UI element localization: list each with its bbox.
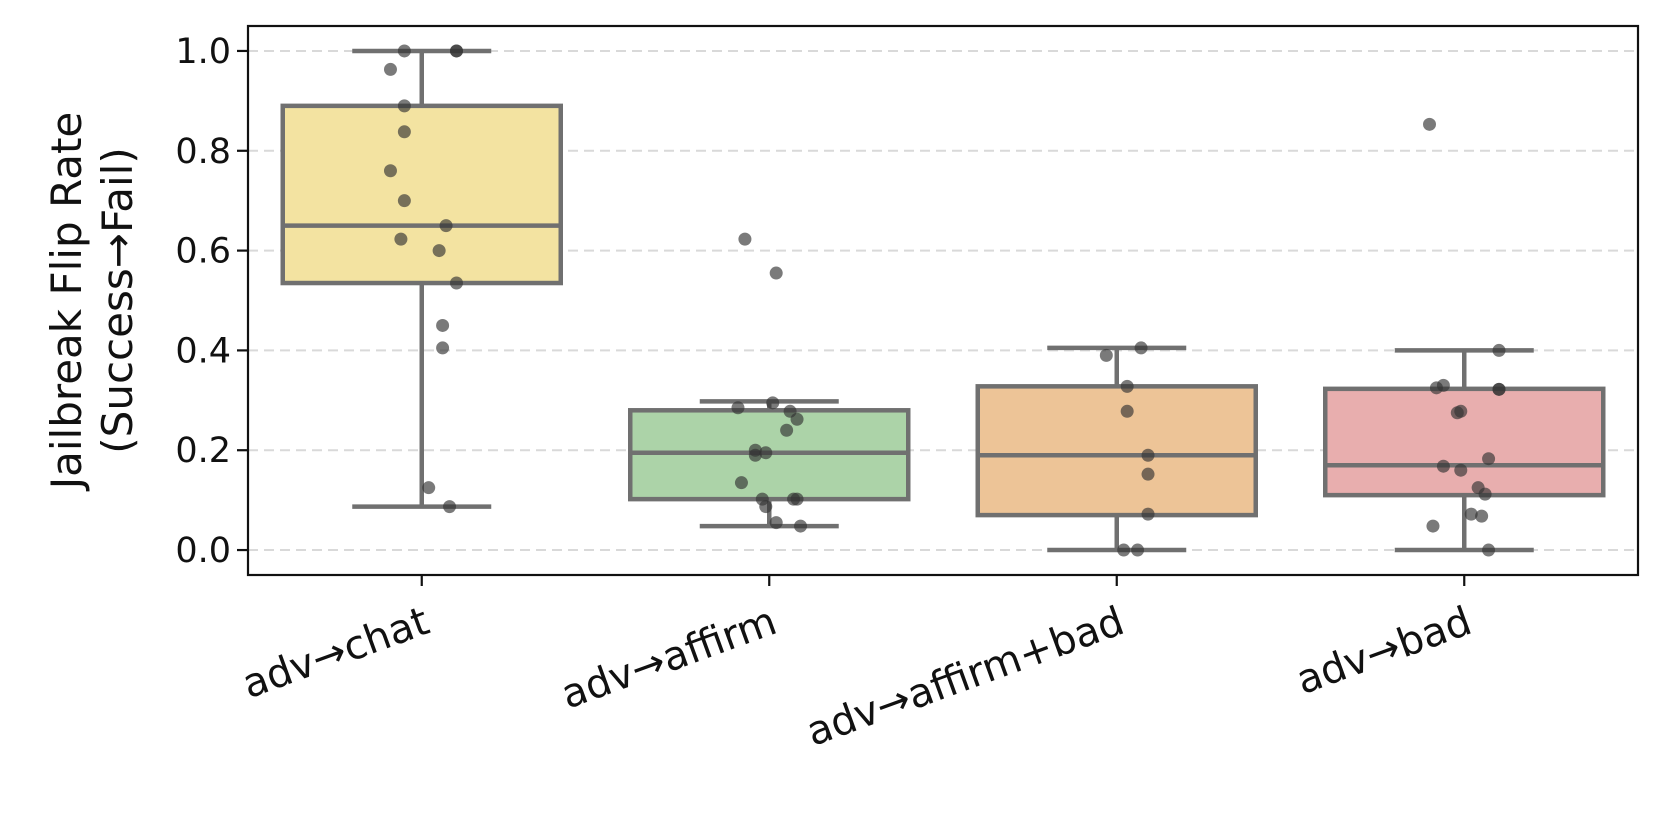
data-point [436,341,450,355]
y-axis-title-line-1: Jailbreak Flip Rate [42,112,91,493]
data-point [780,423,794,437]
data-point [422,481,436,495]
data-point [1423,117,1436,131]
data-point [450,44,463,58]
data-point [790,412,804,426]
x-category-label: adv→chat [236,598,435,708]
y-axis-ticks: 0.0 0.2 0.4 0.6 0.8 1.0 [175,32,248,571]
x-category-label: adv→bad [1290,598,1477,704]
data-point [1141,467,1155,481]
box-group [975,345,1258,553]
data-point [1117,543,1131,557]
data-point [397,99,411,113]
plot-frame [246,24,1640,577]
data-point [748,448,762,462]
data-point [432,244,446,258]
box-iqr [1323,386,1606,498]
data-point [397,125,411,139]
data-point [759,500,773,514]
data-point [1120,404,1134,418]
y-axis-title: Jailbreak Flip Rate (Success→Fail) [42,112,142,493]
data-point [443,500,457,514]
y-tick-label: 1.0 [175,32,231,72]
y-tick-label: 0.8 [175,132,231,172]
data-point [734,476,748,490]
data-point [397,44,411,58]
data-point [1436,459,1450,473]
data-point [1450,406,1464,420]
data-point [1134,341,1148,355]
data-point [1464,507,1478,521]
data-point [1436,378,1450,392]
x-category-label: adv→affirm+bad [801,598,1130,755]
data-point [450,276,463,290]
y-axis-title-line-2: (Success→Fail) [93,147,142,453]
data-point [769,516,783,530]
data-point [759,446,773,460]
data-point [1492,343,1506,357]
box-group [280,48,563,509]
box-iqr [280,103,563,286]
data-point [787,492,801,506]
data-point [1482,452,1496,466]
data-point [1141,448,1155,462]
x-axis-ticks: adv→chat adv→affirm adv→affirm+bad adv→bad [236,575,1478,756]
y-tick-label: 0.4 [175,331,231,371]
data-point [766,396,780,410]
data-point [394,232,408,246]
data-point [1426,519,1440,533]
data-point [436,318,450,332]
data-point [1492,382,1506,396]
data-point [1475,509,1489,523]
data-point [1141,507,1155,521]
data-point [1131,543,1145,557]
data-point [1478,487,1492,501]
box-group [1323,348,1606,553]
data-point [1099,348,1113,362]
data-point [794,519,808,533]
data-point [731,401,745,415]
data-point [1454,463,1468,477]
data-point [1120,379,1134,393]
y-tick-label: 0.0 [175,531,231,571]
x-category-label: adv→affirm [555,598,782,718]
data-point [383,164,397,178]
strip-points [383,44,1506,557]
data-point [1482,543,1496,557]
y-tick-label: 0.6 [175,232,231,272]
data-point [397,194,411,208]
data-point [769,266,783,280]
data-point [383,62,397,76]
data-point [439,219,453,233]
data-point [738,232,752,246]
y-tick-label: 0.2 [175,431,231,471]
box-iqr [975,384,1258,518]
box-plots [280,48,1606,553]
